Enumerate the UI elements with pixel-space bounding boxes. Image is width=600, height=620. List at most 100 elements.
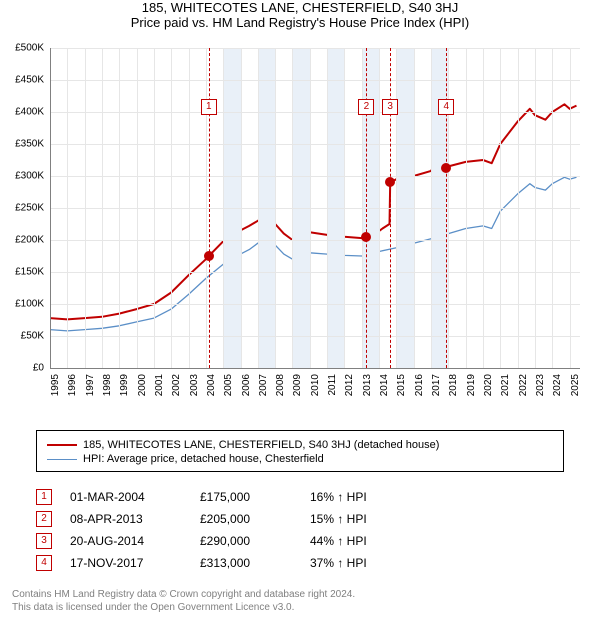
y-tick-label: £450K	[4, 75, 44, 86]
series-line	[50, 104, 577, 319]
sale-price: £290,000	[200, 534, 310, 548]
x-gridline	[310, 48, 311, 368]
sale-date: 08-APR-2013	[70, 512, 200, 526]
y-axis-line	[50, 48, 51, 368]
x-tick-label: 2018	[448, 374, 459, 414]
x-tick-label: 2013	[362, 374, 373, 414]
footer-line-2: This data is licensed under the Open Gov…	[12, 601, 355, 614]
legend-item: HPI: Average price, detached house, Ches…	[47, 453, 553, 465]
sale-diff: 37% ↑ HPI	[310, 556, 400, 570]
sale-row: 4 17-NOV-2017£313,00037% ↑ HPI	[36, 552, 564, 574]
sale-diff: 15% ↑ HPI	[310, 512, 400, 526]
y-tick-label: £150K	[4, 267, 44, 278]
sale-diff: 16% ↑ HPI	[310, 490, 400, 504]
sale-marker	[385, 177, 395, 187]
sales-table: 1 01-MAR-2004£175,00016% ↑ HPI 2 08-APR-201…	[36, 486, 564, 574]
sale-price: £313,000	[200, 556, 310, 570]
legend-swatch	[47, 459, 77, 460]
sale-date: 20-AUG-2014	[70, 534, 200, 548]
x-gridline	[102, 48, 103, 368]
sale-marker	[441, 163, 451, 173]
sale-row: 1 01-MAR-2004£175,00016% ↑ HPI	[36, 486, 564, 508]
legend-swatch	[47, 444, 77, 446]
x-tick-label: 2007	[258, 374, 269, 414]
x-tick-label: 2017	[431, 374, 442, 414]
x-tick-label: 1996	[67, 374, 78, 414]
sale-index-box: 3	[36, 533, 52, 549]
x-gridline	[85, 48, 86, 368]
y-tick-label: £350K	[4, 139, 44, 150]
x-tick-label: 2014	[379, 374, 390, 414]
y-tick-label: £0	[4, 363, 44, 374]
sale-index-box: 4	[36, 555, 52, 571]
x-tick-label: 2025	[570, 374, 581, 414]
x-tick-label: 2010	[310, 374, 321, 414]
sale-index-box: 2	[36, 511, 52, 527]
x-tick-label: 2012	[344, 374, 355, 414]
y-tick-label: £100K	[4, 299, 44, 310]
sale-price: £205,000	[200, 512, 310, 526]
x-gridline	[396, 48, 397, 368]
x-gridline	[414, 48, 415, 368]
x-tick-label: 2022	[518, 374, 529, 414]
x-gridline	[223, 48, 224, 368]
x-gridline	[171, 48, 172, 368]
x-gridline	[241, 48, 242, 368]
callout-box: 3	[382, 99, 398, 115]
x-gridline	[67, 48, 68, 368]
x-axis-line	[50, 368, 580, 369]
sale-row: 3 20-AUG-2014£290,00044% ↑ HPI	[36, 530, 564, 552]
x-gridline	[344, 48, 345, 368]
sale-date: 17-NOV-2017	[70, 556, 200, 570]
x-tick-label: 2024	[552, 374, 563, 414]
x-tick-label: 2021	[500, 374, 511, 414]
y-tick-label: £400K	[4, 107, 44, 118]
x-gridline	[570, 48, 571, 368]
x-gridline	[154, 48, 155, 368]
x-gridline	[535, 48, 536, 368]
x-gridline	[448, 48, 449, 368]
sale-index-box: 1	[36, 489, 52, 505]
x-tick-label: 2019	[466, 374, 477, 414]
x-tick-label: 2009	[292, 374, 303, 414]
sale-marker	[204, 251, 214, 261]
footer-line-1: Contains HM Land Registry data © Crown c…	[12, 588, 355, 601]
x-tick-label: 1998	[102, 374, 113, 414]
x-tick-label: 2003	[189, 374, 200, 414]
legend-label: 185, WHITECOTES LANE, CHESTERFIELD, S40 …	[83, 439, 439, 451]
x-tick-label: 2016	[414, 374, 425, 414]
x-gridline	[379, 48, 380, 368]
y-tick-label: £50K	[4, 331, 44, 342]
legend: 185, WHITECOTES LANE, CHESTERFIELD, S40 …	[36, 430, 564, 472]
callout-line	[209, 48, 210, 368]
x-tick-label: 2001	[154, 374, 165, 414]
y-tick-label: £250K	[4, 203, 44, 214]
x-tick-label: 2008	[275, 374, 286, 414]
x-gridline	[258, 48, 259, 368]
x-gridline	[189, 48, 190, 368]
x-gridline	[483, 48, 484, 368]
x-gridline	[466, 48, 467, 368]
x-tick-label: 1995	[50, 374, 61, 414]
callout-box: 2	[358, 99, 374, 115]
legend-item: 185, WHITECOTES LANE, CHESTERFIELD, S40 …	[47, 439, 553, 451]
x-tick-label: 2004	[206, 374, 217, 414]
x-gridline	[292, 48, 293, 368]
x-tick-label: 2011	[327, 374, 338, 414]
x-tick-label: 2000	[137, 374, 148, 414]
x-gridline	[518, 48, 519, 368]
callout-line	[446, 48, 447, 368]
chart: £0£50K£100K£150K£200K£250K£300K£350K£400…	[0, 40, 600, 420]
sale-price: £175,000	[200, 490, 310, 504]
sale-date: 01-MAR-2004	[70, 490, 200, 504]
plot-area: £0£50K£100K£150K£200K£250K£300K£350K£400…	[50, 48, 580, 368]
x-gridline	[137, 48, 138, 368]
y-tick-label: £200K	[4, 235, 44, 246]
x-tick-label: 2023	[535, 374, 546, 414]
sale-diff: 44% ↑ HPI	[310, 534, 400, 548]
x-gridline	[500, 48, 501, 368]
x-gridline	[206, 48, 207, 368]
callout-box: 1	[201, 99, 217, 115]
page-title: 185, WHITECOTES LANE, CHESTERFIELD, S40 …	[0, 0, 600, 15]
sale-row: 2 08-APR-2013£205,00015% ↑ HPI	[36, 508, 564, 530]
